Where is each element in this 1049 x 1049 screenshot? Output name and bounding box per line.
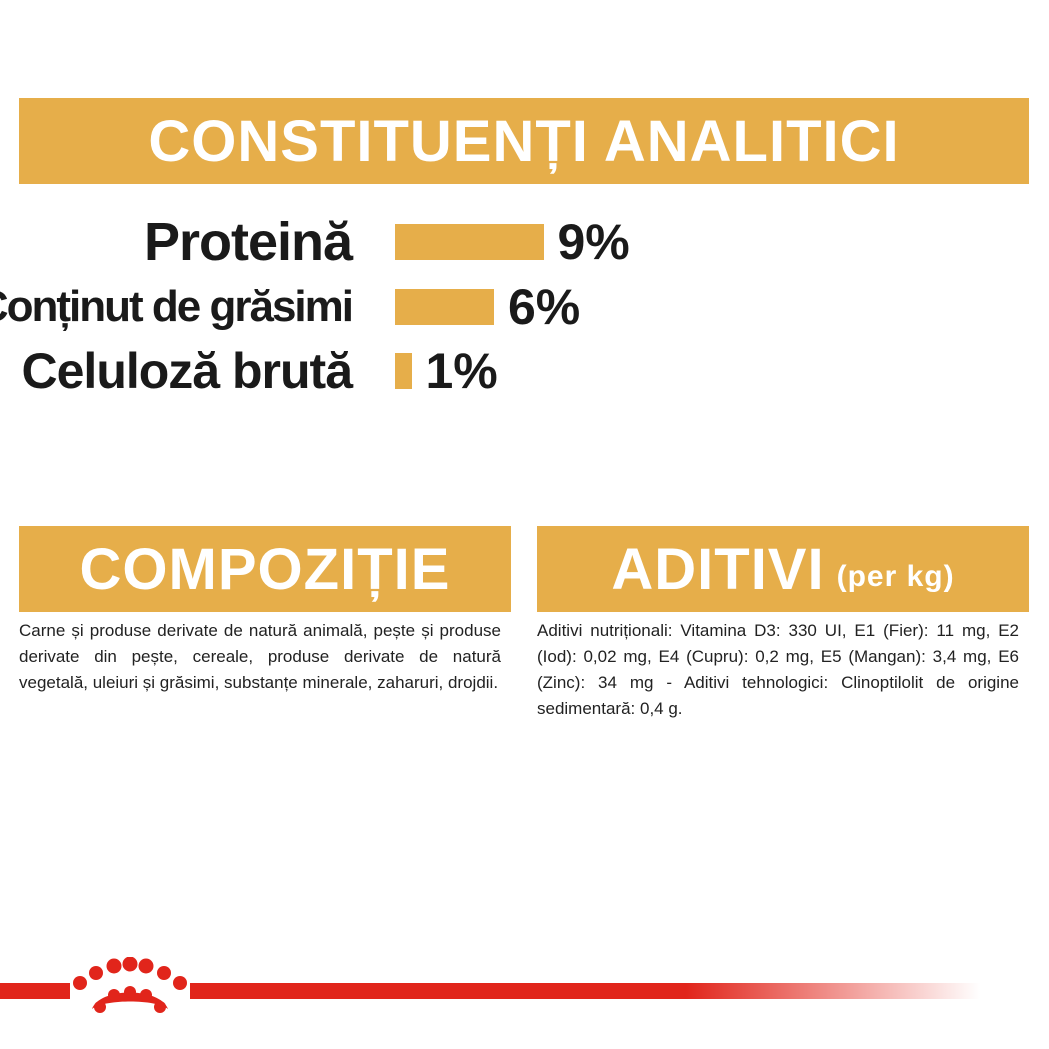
constituent-row: Proteină 9% (0, 212, 1049, 272)
compozitie-title: COMPOZIȚIE (79, 536, 451, 602)
constituent-label: Conținut de grăsimi (0, 282, 354, 331)
royal-crown-logo-icon (70, 956, 190, 1021)
compozitie-header: COMPOZIȚIE (19, 526, 511, 612)
constituent-bar (395, 289, 494, 325)
analitici-title: CONSTITUENȚI ANALITICI (148, 108, 900, 174)
analitici-header: CONSTITUENȚI ANALITICI (19, 98, 1029, 184)
aditivi-paragraph: Aditivi nutriționali: Vitamina D3: 330 U… (537, 621, 1019, 718)
constituent-label: Celuloză brută (21, 343, 353, 399)
constituent-row: Conținut de grăsimi 6% (0, 277, 1049, 337)
aditivi-subtitle: (per kg) (836, 560, 955, 593)
constituent-value: 1% (425, 343, 498, 399)
compozitie-paragraph: Carne și produse derivate de natură anim… (19, 621, 501, 692)
constituent-bar (395, 353, 412, 389)
constituent-value: 6% (508, 279, 581, 335)
constituent-label: Proteină (143, 212, 353, 272)
aditivi-title: ADITIVI (611, 536, 825, 602)
constituent-value: 9% (557, 214, 630, 270)
constituent-bar (395, 224, 544, 260)
constituent-row: Celuloză brută 1% (0, 341, 1049, 401)
aditivi-header: ADITIVI (per kg) (537, 526, 1029, 612)
footer-brand-line (0, 983, 980, 999)
